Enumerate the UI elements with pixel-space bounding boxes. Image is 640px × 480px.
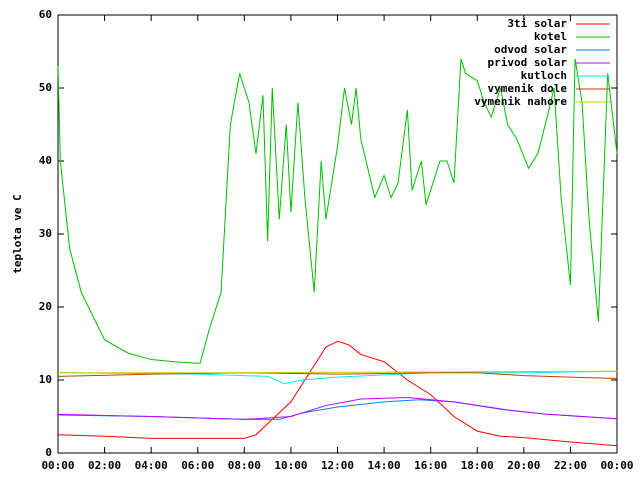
series-line bbox=[58, 370, 618, 374]
y-axis-label: teplota ve C bbox=[11, 194, 24, 273]
y-tick-label: 30 bbox=[39, 227, 52, 240]
legend-label: kutloch bbox=[521, 69, 567, 82]
series-line bbox=[57, 58, 618, 364]
x-tick-label: 00:00 bbox=[600, 459, 633, 472]
x-tick-label: 08:00 bbox=[228, 459, 261, 472]
legend-label: vymenik nahore bbox=[474, 95, 567, 108]
x-tick-label: 04:00 bbox=[135, 459, 168, 472]
y-tick-label: 0 bbox=[45, 446, 52, 459]
x-tick-label: 02:00 bbox=[88, 459, 121, 472]
x-tick-label: 10:00 bbox=[274, 459, 307, 472]
x-tick-label: 22:00 bbox=[554, 459, 587, 472]
legend-label: odvod solar bbox=[494, 43, 567, 56]
y-tick-label: 20 bbox=[39, 300, 52, 313]
y-tick-label: 40 bbox=[39, 154, 52, 167]
series-line bbox=[57, 372, 618, 380]
y-tick-label: 60 bbox=[39, 8, 52, 21]
x-tick-label: 00:00 bbox=[41, 459, 74, 472]
series-line bbox=[57, 340, 618, 447]
x-tick-label: 14:00 bbox=[368, 459, 401, 472]
legend-label: privod solar bbox=[488, 56, 568, 69]
x-tick-label: 18:00 bbox=[461, 459, 494, 472]
legend-label: vymenik dole bbox=[488, 82, 568, 95]
y-tick-label: 50 bbox=[39, 81, 52, 94]
legend-label: kotel bbox=[534, 30, 567, 43]
x-tick-label: 12:00 bbox=[321, 459, 354, 472]
x-tick-label: 06:00 bbox=[181, 459, 214, 472]
x-tick-label: 16:00 bbox=[414, 459, 447, 472]
x-tick-label: 20:00 bbox=[507, 459, 540, 472]
y-tick-label: 10 bbox=[39, 373, 52, 386]
series-line bbox=[57, 397, 618, 420]
legend-label: 3ti solar bbox=[507, 17, 567, 30]
